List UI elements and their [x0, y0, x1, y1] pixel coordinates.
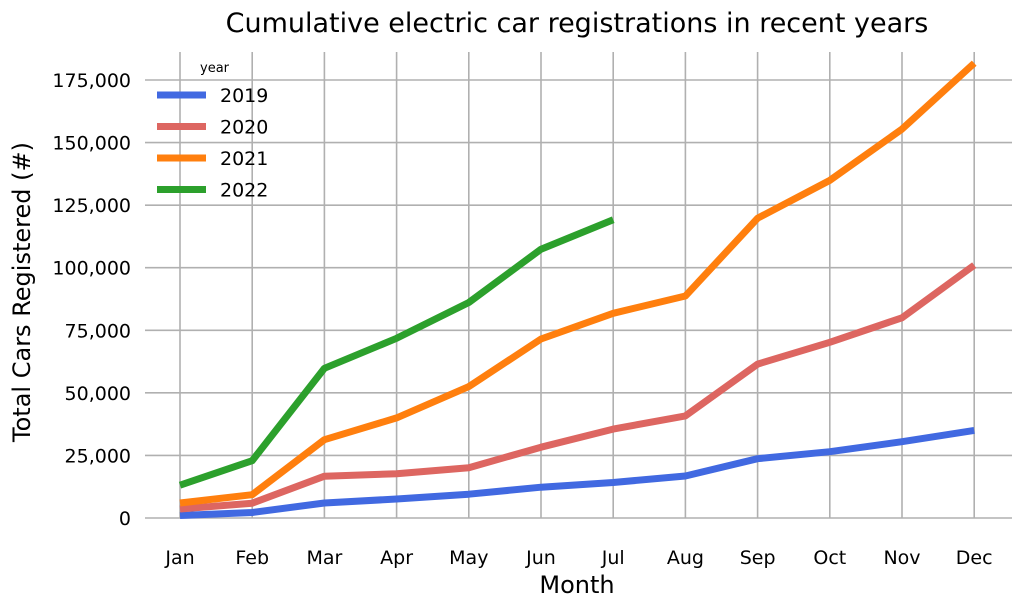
x-tick-label: Jun [525, 547, 556, 569]
x-tick-label: Dec [956, 547, 993, 569]
y-tick-label: 25,000 [65, 445, 131, 467]
x-tick-labels: Jan Feb Mar Apr May Jun Jul Aug Sep Oct Nov Dec [164, 547, 992, 569]
y-tick-label: 50,000 [65, 383, 131, 405]
series-lines [178, 60, 977, 519]
x-tick-label: Nov [883, 547, 920, 569]
x-tick-label: Jan [164, 547, 194, 569]
y-tick-label: 150,000 [52, 133, 131, 155]
x-tick-label: Feb [235, 547, 269, 569]
x-tick-label: Aug [667, 547, 704, 569]
legend-label-2022: 2022 [220, 180, 268, 202]
y-tick-label: 75,000 [65, 320, 131, 342]
y-tick-label: 125,000 [52, 195, 131, 217]
legend-label-2021: 2021 [220, 148, 268, 170]
y-tick-label: 0 [119, 508, 131, 530]
x-tick-label: May [449, 547, 488, 569]
y-tick-label: 175,000 [52, 70, 131, 92]
x-tick-label: Mar [306, 547, 342, 569]
series-line-2020 [179, 262, 977, 513]
grid-lines [145, 52, 1012, 519]
series-line-2022 [178, 216, 615, 489]
x-axis-label: Month [539, 571, 614, 599]
legend: year 2019 2020 2021 2022 [157, 61, 268, 202]
y-tick-labels: 0 25,000 50,000 75,000 100,000 125,000 150,000… [52, 70, 131, 530]
x-tick-label: Jul [601, 547, 625, 569]
legend-label-2019: 2019 [220, 85, 268, 107]
y-axis-label: Total Cars Registered (#) [8, 142, 36, 443]
legend-label-2020: 2020 [220, 117, 268, 139]
series-line-2019 [179, 426, 975, 519]
chart-title: Cumulative electric car registrations in… [226, 8, 929, 39]
y-tick-label: 100,000 [52, 258, 131, 280]
x-tick-label: Sep [740, 547, 776, 569]
series-line-2021 [179, 60, 977, 507]
x-tick-label: Apr [380, 547, 413, 569]
legend-title: year [200, 61, 230, 76]
x-tick-label: Oct [813, 547, 846, 569]
